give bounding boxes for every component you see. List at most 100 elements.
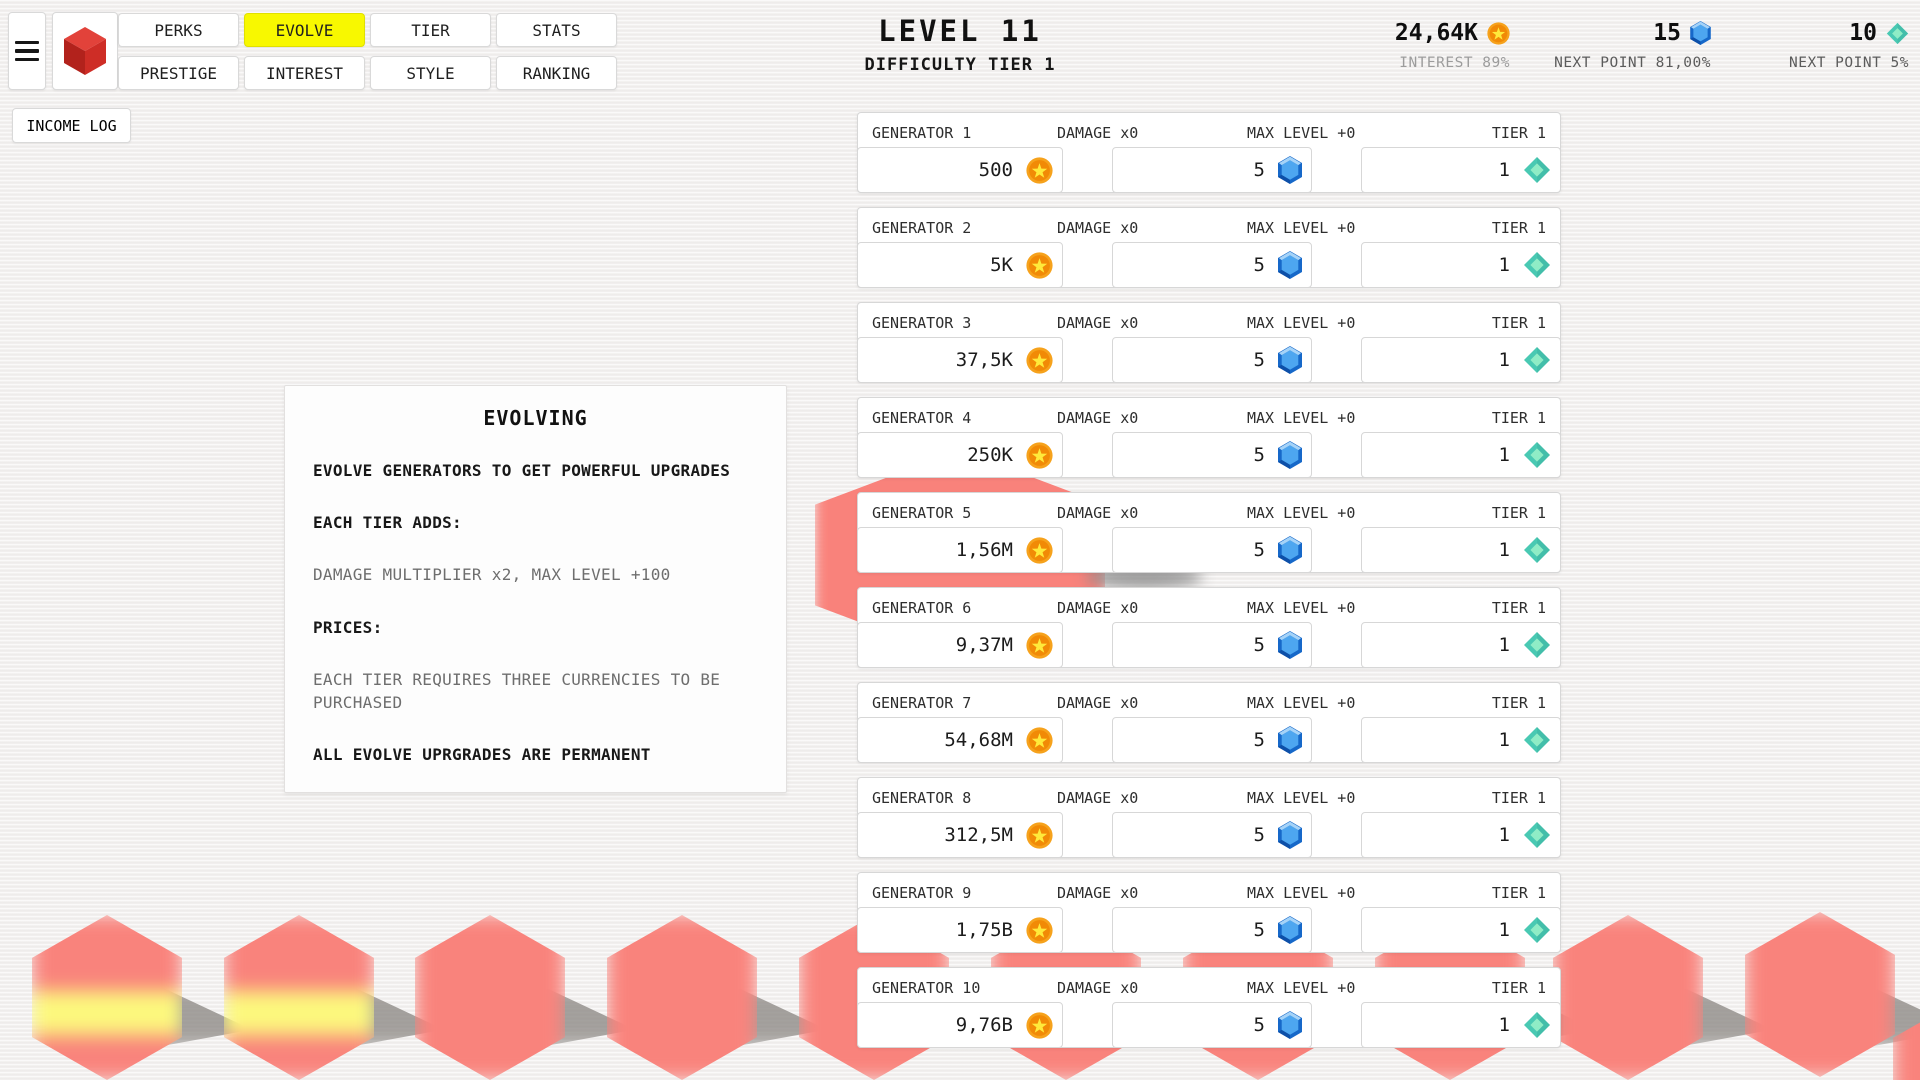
buy-tier-coin-button[interactable]: 500: [857, 147, 1063, 193]
tab-ranking[interactable]: RANKING: [496, 56, 617, 90]
coin-icon: [1026, 916, 1053, 944]
generator-damage-label: DAMAGE x0: [1057, 504, 1139, 522]
game-logo[interactable]: [52, 12, 118, 90]
buy-tier-gem-button[interactable]: 5: [1112, 432, 1312, 478]
coin-cost: 37,5K: [955, 349, 1013, 371]
diamond-icon: [1524, 822, 1550, 848]
generator-name: GENERATOR 3: [872, 314, 972, 332]
buy-tier-gem-button[interactable]: 5: [1112, 1002, 1312, 1048]
buy-tier-gem-button[interactable]: 5: [1112, 147, 1312, 193]
generator-row: GENERATOR 4 DAMAGE x0 MAX LEVEL +0 TIER …: [857, 397, 1561, 478]
info-panel-line: PRICES:: [313, 617, 383, 637]
gem-icon: [1278, 726, 1302, 754]
coin-icon: [1026, 1011, 1053, 1039]
buy-tier-gem-button[interactable]: 5: [1112, 812, 1312, 858]
generator-tier-label: TIER 1: [1491, 409, 1546, 427]
evolving-info-panel: EVOLVING EVOLVE GENERATORS TO GET POWERF…: [284, 385, 787, 794]
generator-damage-label: DAMAGE x0: [1057, 599, 1139, 617]
generator-tier-label: TIER 1: [1491, 314, 1546, 332]
diamond-balance: 10: [1849, 20, 1877, 46]
buy-tier-diamond-button[interactable]: 1: [1361, 622, 1561, 668]
buy-tier-coin-button[interactable]: 37,5K: [857, 337, 1063, 383]
background-hexagon-striped: [32, 915, 182, 1080]
generator-tier-label: TIER 1: [1491, 219, 1546, 237]
buy-tier-diamond-button[interactable]: 1: [1361, 527, 1561, 573]
background-hexagon-striped: [224, 915, 374, 1080]
buy-tier-gem-button[interactable]: 5: [1112, 337, 1312, 383]
buy-tier-gem-button[interactable]: 5: [1112, 717, 1312, 763]
coin-cost: 54,68M: [944, 729, 1013, 751]
diamond-icon: [1524, 442, 1550, 468]
generator-tier-label: TIER 1: [1491, 694, 1546, 712]
buy-tier-diamond-button[interactable]: 1: [1361, 717, 1561, 763]
buy-tier-gem-button[interactable]: 5: [1112, 622, 1312, 668]
tab-tier[interactable]: TIER: [370, 13, 491, 47]
buy-tier-gem-button[interactable]: 5: [1112, 242, 1312, 288]
buy-tier-diamond-button[interactable]: 1: [1361, 907, 1561, 953]
buy-tier-coin-button[interactable]: 54,68M: [857, 717, 1063, 763]
buy-tier-gem-button[interactable]: 5: [1112, 527, 1312, 573]
buy-tier-coin-button[interactable]: 5K: [857, 242, 1063, 288]
generator-name: GENERATOR 6: [872, 599, 972, 617]
coin-icon: [1026, 346, 1053, 374]
buy-tier-diamond-button[interactable]: 1: [1361, 147, 1561, 193]
diamond-icon: [1524, 1012, 1550, 1038]
hamburger-icon: [15, 40, 39, 45]
gem-cost: 5: [1253, 349, 1265, 371]
generator-damage-label: DAMAGE x0: [1057, 219, 1139, 237]
buy-tier-coin-button[interactable]: 1,75B: [857, 907, 1063, 953]
menu-button[interactable]: [8, 12, 46, 90]
coin-cost: 9,76B: [955, 1014, 1013, 1036]
diamond-icon: [1886, 22, 1909, 44]
generator-row: GENERATOR 2 DAMAGE x0 MAX LEVEL +0 TIER …: [857, 207, 1561, 288]
tab-stats[interactable]: STATS: [496, 13, 617, 47]
gem-icon: [1278, 1011, 1302, 1039]
gem-cost: 5: [1253, 159, 1265, 181]
info-panel-line: ALL EVOLVE UPRGRADES ARE PERMANENT: [313, 745, 651, 765]
diamond-icon: [1524, 347, 1550, 373]
currency-coins: 24,64K INTEREST 89%: [1395, 20, 1510, 71]
status-center: LEVEL 11 DIFFICULTY TIER 1: [760, 14, 1160, 75]
tab-style[interactable]: STYLE: [370, 56, 491, 90]
generator-name: GENERATOR 1: [872, 124, 972, 142]
gem-icon: [1278, 346, 1302, 374]
tab-perks[interactable]: PERKS: [118, 13, 239, 47]
tab-bar: PERKS EVOLVE TIER STATS PRESTIGE INTEREST STYL…: [118, 13, 617, 90]
generator-name: GENERATOR 9: [872, 884, 972, 902]
gem-cost: 5: [1253, 1014, 1265, 1036]
level-label: LEVEL 11: [878, 14, 1042, 48]
buy-tier-coin-button[interactable]: 1,56M: [857, 527, 1063, 573]
generator-row: GENERATOR 9 DAMAGE x0 MAX LEVEL +0 TIER …: [857, 872, 1561, 953]
gem-icon: [1278, 441, 1302, 469]
buy-tier-gem-button[interactable]: 5: [1112, 907, 1312, 953]
buy-tier-coin-button[interactable]: 9,76B: [857, 1002, 1063, 1048]
diamond-next-point-label: NEXT POINT 5%: [1789, 55, 1909, 71]
buy-tier-diamond-button[interactable]: 1: [1361, 812, 1561, 858]
generator-row: GENERATOR 5 DAMAGE x0 MAX LEVEL +0 TIER …: [857, 492, 1561, 573]
interest-label: INTEREST 89%: [1399, 55, 1510, 71]
buy-tier-diamond-button[interactable]: 1: [1361, 242, 1561, 288]
income-log-button[interactable]: INCOME LOG: [12, 108, 131, 143]
diamond-icon: [1524, 537, 1550, 563]
coin-icon: [1026, 156, 1053, 184]
coin-cost: 312,5M: [944, 824, 1013, 846]
gem-cost: 5: [1253, 254, 1265, 276]
generator-name: GENERATOR 10: [872, 979, 981, 997]
gem-cost: 5: [1253, 824, 1265, 846]
buy-tier-coin-button[interactable]: 312,5M: [857, 812, 1063, 858]
diamond-cost: 1: [1498, 159, 1510, 181]
buy-tier-diamond-button[interactable]: 1: [1361, 432, 1561, 478]
buy-tier-diamond-button[interactable]: 1: [1361, 337, 1561, 383]
buy-tier-coin-button[interactable]: 250K: [857, 432, 1063, 478]
generator-name: GENERATOR 4: [872, 409, 972, 427]
buy-tier-coin-button[interactable]: 9,37M: [857, 622, 1063, 668]
coin-icon: [1026, 726, 1053, 754]
tab-interest[interactable]: INTEREST: [244, 56, 365, 90]
buy-tier-diamond-button[interactable]: 1: [1361, 1002, 1561, 1048]
generator-row: GENERATOR 8 DAMAGE x0 MAX LEVEL +0 TIER …: [857, 777, 1561, 858]
tab-evolve[interactable]: EVOLVE: [244, 13, 365, 47]
diamond-cost: 1: [1498, 729, 1510, 751]
tab-prestige[interactable]: PRESTIGE: [118, 56, 239, 90]
generator-damage-label: DAMAGE x0: [1057, 789, 1139, 807]
diamond-cost: 1: [1498, 1014, 1510, 1036]
